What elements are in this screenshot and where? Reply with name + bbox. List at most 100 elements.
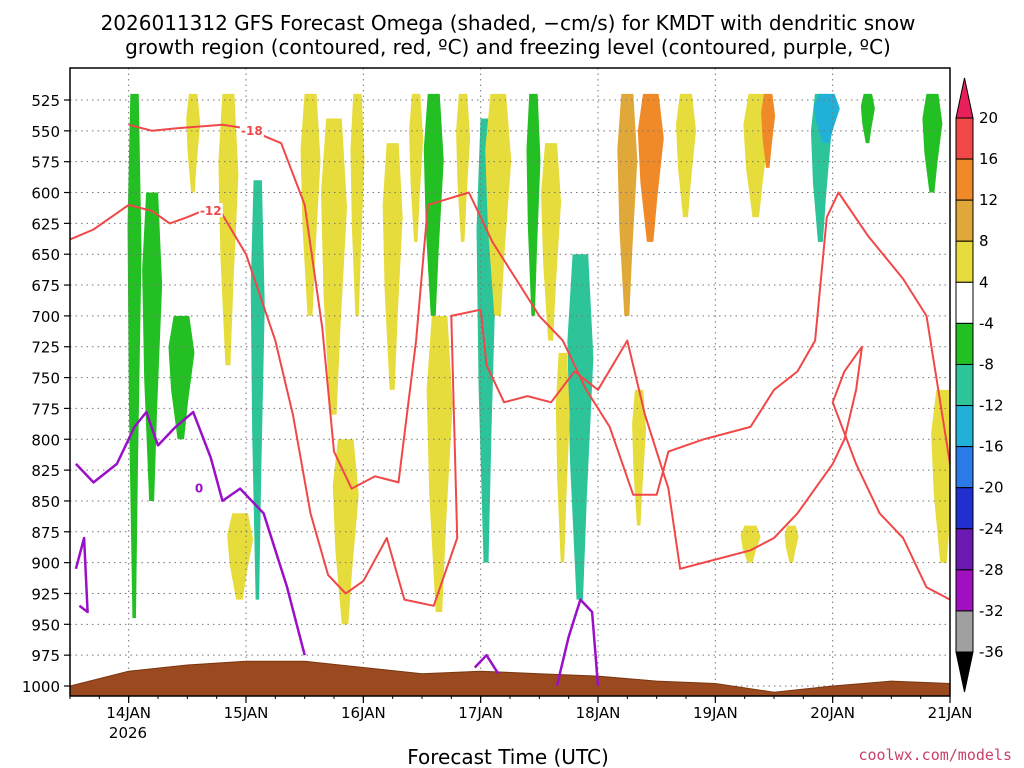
- freezing-contour-label: 0: [195, 482, 203, 496]
- colorbar-label: -4: [979, 314, 994, 332]
- x-axis-label: Forecast Time (UTC): [407, 745, 609, 768]
- omega-column: [637, 93, 664, 242]
- x-tick-label: 15JAN: [224, 704, 269, 722]
- terrain-surface: [70, 660, 950, 696]
- y-tick-label: 900: [31, 555, 60, 573]
- x-tick-label: 16JAN: [341, 704, 386, 722]
- dgz-contour: [70, 203, 950, 607]
- y-tick-label: 850: [31, 493, 60, 511]
- y-tick-label: 725: [31, 339, 60, 357]
- colorbar-segment: [955, 199, 974, 242]
- omega-column: [740, 525, 761, 563]
- colorbar-bottom-arrow: [955, 651, 974, 693]
- chart-title-line-1: 2026011312 GFS Forecast Omega (shaded, −…: [101, 11, 916, 35]
- colorbar-segment: [955, 569, 974, 612]
- freezing-contour-label-bg: [187, 480, 212, 495]
- omega-column: [860, 93, 875, 144]
- omega-column: [784, 525, 799, 563]
- colorbar-segment: [955, 446, 974, 489]
- colorbar-label: 20: [979, 109, 998, 127]
- omega-column: [142, 192, 163, 501]
- time-axis: 14JAN 15JAN 16JAN 17JAN 18JAN 19JAN 20JAN 21JAN: [69, 696, 972, 722]
- omega-shading: [127, 93, 950, 625]
- y-tick-label: 600: [31, 185, 60, 203]
- omega-colorbar: 20 16 12 8 4 -4 -8 -12 -16 -20 -24 -28 -32 -36: [955, 77, 1004, 693]
- omega-column: [218, 93, 239, 366]
- dgz-contour: [128, 123, 950, 496]
- colorbar-top-arrow: [955, 77, 974, 119]
- freezing-contour: [74, 410, 306, 656]
- colorbar-segment: [955, 487, 974, 530]
- x-tick-label: 18JAN: [576, 704, 621, 722]
- x-tick-label: 20JAN: [810, 704, 855, 722]
- colorbar-label: 16: [979, 150, 998, 168]
- y-tick-label: 950: [31, 616, 60, 634]
- x-tick-label: 17JAN: [458, 704, 503, 722]
- colorbar-label: -16: [979, 438, 1004, 456]
- colorbar-label: -28: [979, 561, 1004, 579]
- dgz-contour-label: -12: [200, 204, 222, 218]
- colorbar-label: -36: [979, 643, 1004, 661]
- colorbar-segment: [955, 281, 974, 324]
- y-tick-label: 1000: [22, 678, 60, 696]
- omega-column: [526, 93, 541, 316]
- colorbar-label: -20: [979, 479, 1004, 497]
- omega-column: [409, 93, 424, 242]
- colorbar-label: 8: [979, 232, 989, 250]
- pressure-axis: 525 550 575 600 625 650 675 700 725 750 775 800 825 8…: [22, 92, 70, 696]
- terrain-fill: [70, 660, 950, 696]
- omega-column: [300, 93, 321, 316]
- y-tick-label: 875: [31, 524, 60, 542]
- chart-title-line-2: growth region (contoured, red, ºC) and f…: [125, 35, 891, 59]
- y-tick-label: 775: [31, 400, 60, 418]
- y-tick-label: 700: [31, 308, 60, 326]
- y-tick-label: 575: [31, 154, 60, 172]
- omega-column: [250, 180, 265, 600]
- colorbar-label: -8: [979, 355, 994, 373]
- colorbar-label: -32: [979, 602, 1004, 620]
- dgz-contour-label-bg: [239, 122, 264, 137]
- y-tick-label: 675: [31, 277, 60, 295]
- y-tick-label: 750: [31, 370, 60, 388]
- omega-column: [227, 513, 254, 600]
- omega-column: [676, 93, 696, 218]
- freezing-contour: [74, 536, 89, 614]
- colorbar-label: 12: [979, 191, 998, 209]
- y-tick-label: 525: [31, 92, 60, 110]
- omega-column: [922, 93, 943, 193]
- colorbar-segment: [955, 240, 974, 283]
- omega-column: [423, 93, 444, 316]
- omega-column: [186, 93, 201, 193]
- x-tick-label: 14JAN: [106, 704, 151, 722]
- omega-column: [813, 93, 840, 144]
- colorbar-segment: [955, 117, 974, 160]
- omega-column: [617, 93, 638, 316]
- omega-column: [541, 143, 562, 341]
- omega-column: [761, 93, 776, 168]
- colorbar-segment: [955, 158, 974, 201]
- omega-column: [555, 352, 570, 563]
- credit-text: coolwx.com/models: [858, 746, 1012, 764]
- freezing-contour: [473, 653, 500, 675]
- omega-column: [426, 315, 453, 612]
- omega-column: [567, 254, 594, 600]
- colorbar-segment: [955, 322, 974, 365]
- colorbar-segment: [955, 363, 974, 407]
- colorbar-label: -24: [979, 520, 1004, 538]
- y-tick-label: 825: [31, 462, 60, 480]
- x-year-label: 2026: [109, 724, 147, 742]
- y-tick-label: 975: [31, 647, 60, 665]
- y-tick-label: 925: [31, 585, 60, 603]
- colorbar-segment: [955, 610, 974, 653]
- omega-column: [485, 93, 512, 316]
- dgz-contour-label: -18: [241, 124, 263, 138]
- omega-column: [350, 93, 365, 316]
- y-tick-label: 550: [31, 123, 60, 141]
- omega-column: [127, 93, 142, 619]
- omega-column: [382, 143, 403, 390]
- dgz-contour-label-bg: [198, 203, 223, 218]
- colorbar-segment: [955, 528, 974, 571]
- freezing-contour: [555, 598, 600, 687]
- colorbar-segment: [955, 405, 974, 448]
